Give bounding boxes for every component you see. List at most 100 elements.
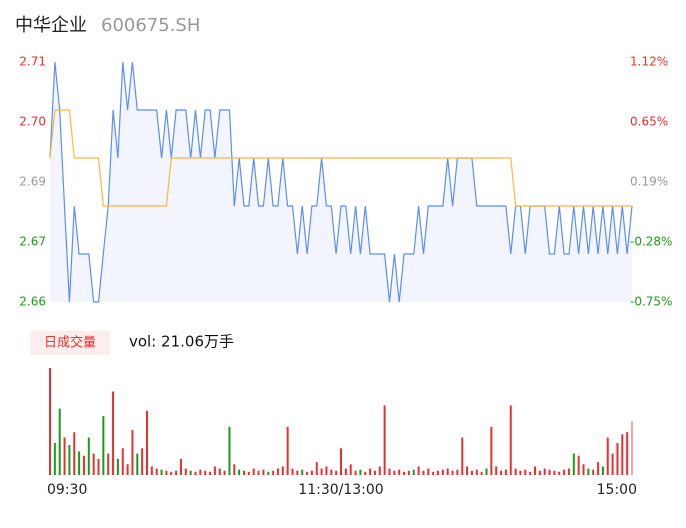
volume-bar (243, 470, 245, 475)
volume-bar (563, 469, 566, 475)
volume-bar (475, 469, 478, 475)
volume-bar (238, 469, 241, 475)
volume-bar (393, 470, 396, 475)
volume-bar (102, 416, 105, 475)
volume-bar (504, 469, 507, 475)
volume-bar (388, 468, 391, 475)
volume-bar (519, 470, 522, 475)
y2-tick-label: 1.12% (630, 55, 668, 69)
volume-bar (587, 468, 590, 475)
volume-bar (146, 410, 148, 475)
volume-bar (107, 453, 110, 475)
volume-bar (403, 471, 406, 475)
volume-bar (97, 458, 100, 475)
volume-bar (582, 464, 585, 475)
volume-bar (369, 468, 372, 475)
y-tick-label: 2.66 (19, 295, 46, 309)
volume-bar (538, 470, 541, 475)
volume-bar (451, 470, 454, 475)
average-line (49, 109, 632, 207)
volume-summary: vol: 21.06万手 (129, 333, 234, 351)
x-tick-label: 11:30/13:00 (298, 482, 383, 498)
volume-bar (378, 466, 381, 475)
y-tick-label: 2.70 (19, 115, 46, 129)
volume-bar (335, 470, 338, 475)
volume-bar (247, 471, 250, 475)
volume-bar (524, 469, 527, 475)
volume-bar (340, 448, 342, 475)
volume-bar (407, 470, 410, 475)
x-tick-label: 15:00 (597, 482, 637, 498)
stock-code: 600675.SH (101, 15, 200, 36)
volume-bar (209, 471, 212, 475)
volume-bar (276, 468, 279, 475)
volume-bar (631, 421, 633, 475)
y2-tick-label: -0.75% (630, 295, 672, 309)
volume-bar (553, 470, 556, 475)
y-tick-label: 2.71 (19, 55, 46, 69)
volume-bar (141, 448, 144, 475)
volume-bar (63, 437, 66, 475)
volume-badge: 日成交量 (44, 335, 96, 351)
price-area (50, 62, 632, 302)
volume-bar (330, 469, 333, 475)
volume-bar (495, 466, 498, 475)
volume-bar (257, 470, 260, 475)
volume-bar (184, 468, 187, 475)
volume-bar (49, 368, 51, 475)
volume-bar (286, 426, 289, 475)
volume-bar (126, 464, 129, 475)
volume-bar (78, 451, 81, 475)
volume-bar (534, 466, 536, 475)
y2-tick-label: -0.28% (630, 235, 672, 249)
volume-bar (597, 462, 600, 475)
volume-bar (262, 469, 265, 475)
volume-bar (601, 466, 604, 475)
volume-bar (446, 468, 449, 475)
volume-bar (417, 466, 420, 475)
volume-bar (548, 469, 551, 475)
x-tick-label: 09:30 (47, 482, 87, 498)
volume-bar (252, 468, 255, 475)
volume-bar (373, 470, 376, 475)
volume-bar (441, 469, 444, 475)
volume-bar (112, 391, 115, 475)
volume-bar (359, 469, 362, 475)
volume-bar (116, 458, 119, 475)
volume-bar (82, 455, 85, 475)
stock-name: 中华企业 (15, 15, 87, 36)
volume-bar (155, 468, 158, 475)
volume-bar (577, 455, 580, 475)
volume-bar (456, 469, 459, 475)
volume-bar (606, 437, 609, 475)
volume-bar (58, 408, 61, 475)
volume-bar (267, 471, 270, 475)
volume-bar (175, 470, 178, 475)
volume-bar (500, 470, 503, 475)
volume-bar (509, 405, 512, 475)
volume-bar (437, 470, 439, 475)
volume-bar (92, 453, 95, 475)
volume-bar (490, 426, 493, 475)
y-tick-label: 2.69 (19, 175, 46, 189)
volume-bar (121, 448, 124, 475)
volume-bar (301, 469, 304, 475)
volume-bar (223, 470, 226, 475)
volume-bar (344, 468, 347, 475)
volume-bar (626, 432, 629, 475)
volume-bar (466, 466, 469, 475)
volume-bar (470, 470, 473, 475)
volume-bar (543, 468, 546, 475)
volume-bar (68, 445, 71, 475)
volume-bar (383, 405, 386, 475)
volume-bar (485, 468, 488, 475)
volume-bar (179, 458, 182, 475)
volume-bar (291, 468, 294, 475)
volume-bar (592, 469, 595, 475)
volume-bar (364, 471, 367, 475)
volume-bar (228, 426, 231, 475)
volume-bar (136, 453, 139, 475)
volume-bar (213, 466, 216, 475)
volume-bar (131, 430, 134, 475)
